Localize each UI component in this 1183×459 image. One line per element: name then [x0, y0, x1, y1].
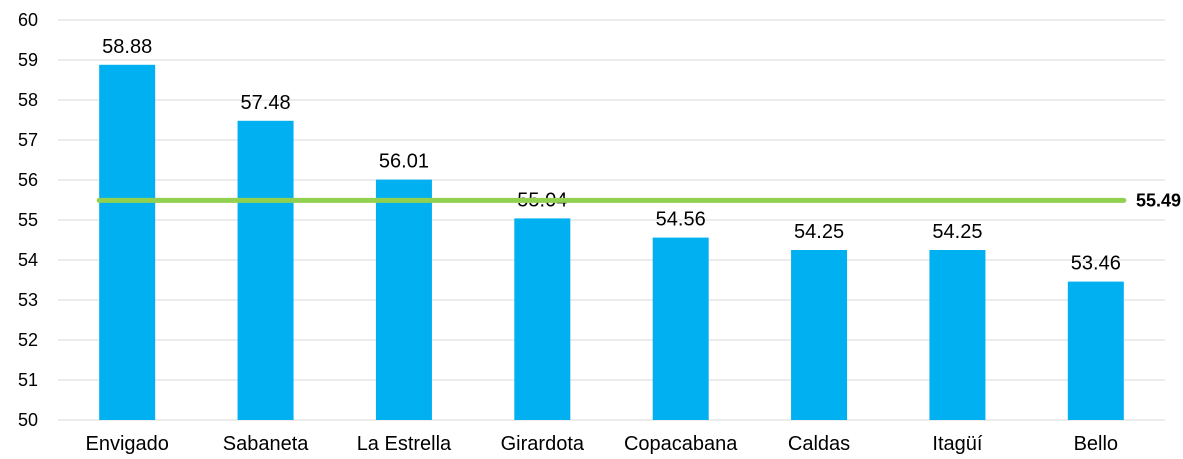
y-tick-label: 55 — [18, 210, 38, 230]
data-label: 54.25 — [932, 221, 982, 243]
category-label: Bello — [1074, 433, 1118, 455]
category-label: Copacabana — [624, 433, 738, 455]
y-tick-label: 57 — [18, 130, 38, 150]
data-label: 54.56 — [656, 209, 706, 231]
data-label: 57.48 — [241, 92, 291, 114]
category-label: Envigado — [85, 433, 168, 455]
bar — [791, 250, 848, 420]
bar — [929, 250, 986, 420]
data-label: 54.25 — [794, 221, 844, 243]
data-label: 56.01 — [379, 151, 429, 173]
data-label: 53.46 — [1071, 253, 1121, 275]
reference-line-label: 55.49 — [1136, 190, 1181, 210]
bar — [375, 179, 432, 420]
category-label: La Estrella — [357, 433, 452, 455]
y-axis-ticks: 50 51 52 53 54 55 56 57 58 59 60 — [18, 10, 38, 430]
y-tick-label: 51 — [18, 370, 38, 390]
y-tick-label: 56 — [18, 170, 38, 190]
y-tick-label: 58 — [18, 90, 38, 110]
category-label: Sabaneta — [223, 433, 310, 455]
x-axis-labels: Envigado Sabaneta La Estrella Girardota Copa… — [85, 433, 1118, 455]
category-label: Girardota — [501, 433, 585, 455]
y-tick-label: 52 — [18, 330, 38, 350]
data-label: 58.88 — [102, 36, 152, 58]
bar — [1067, 281, 1124, 420]
y-tick-label: 60 — [18, 10, 38, 30]
bars — [99, 64, 1124, 421]
y-tick-label: 54 — [18, 250, 38, 270]
category-label: Caldas — [788, 433, 850, 455]
bar — [99, 64, 156, 421]
y-tick-label: 59 — [18, 50, 38, 70]
y-tick-label: 53 — [18, 290, 38, 310]
bar — [652, 237, 709, 420]
y-tick-label: 50 — [18, 410, 38, 430]
bar — [514, 218, 571, 420]
gridlines — [58, 19, 1165, 421]
category-label: Itagüí — [932, 433, 982, 455]
reference-line-group: 55.49 — [96, 190, 1181, 210]
bar — [237, 120, 294, 421]
